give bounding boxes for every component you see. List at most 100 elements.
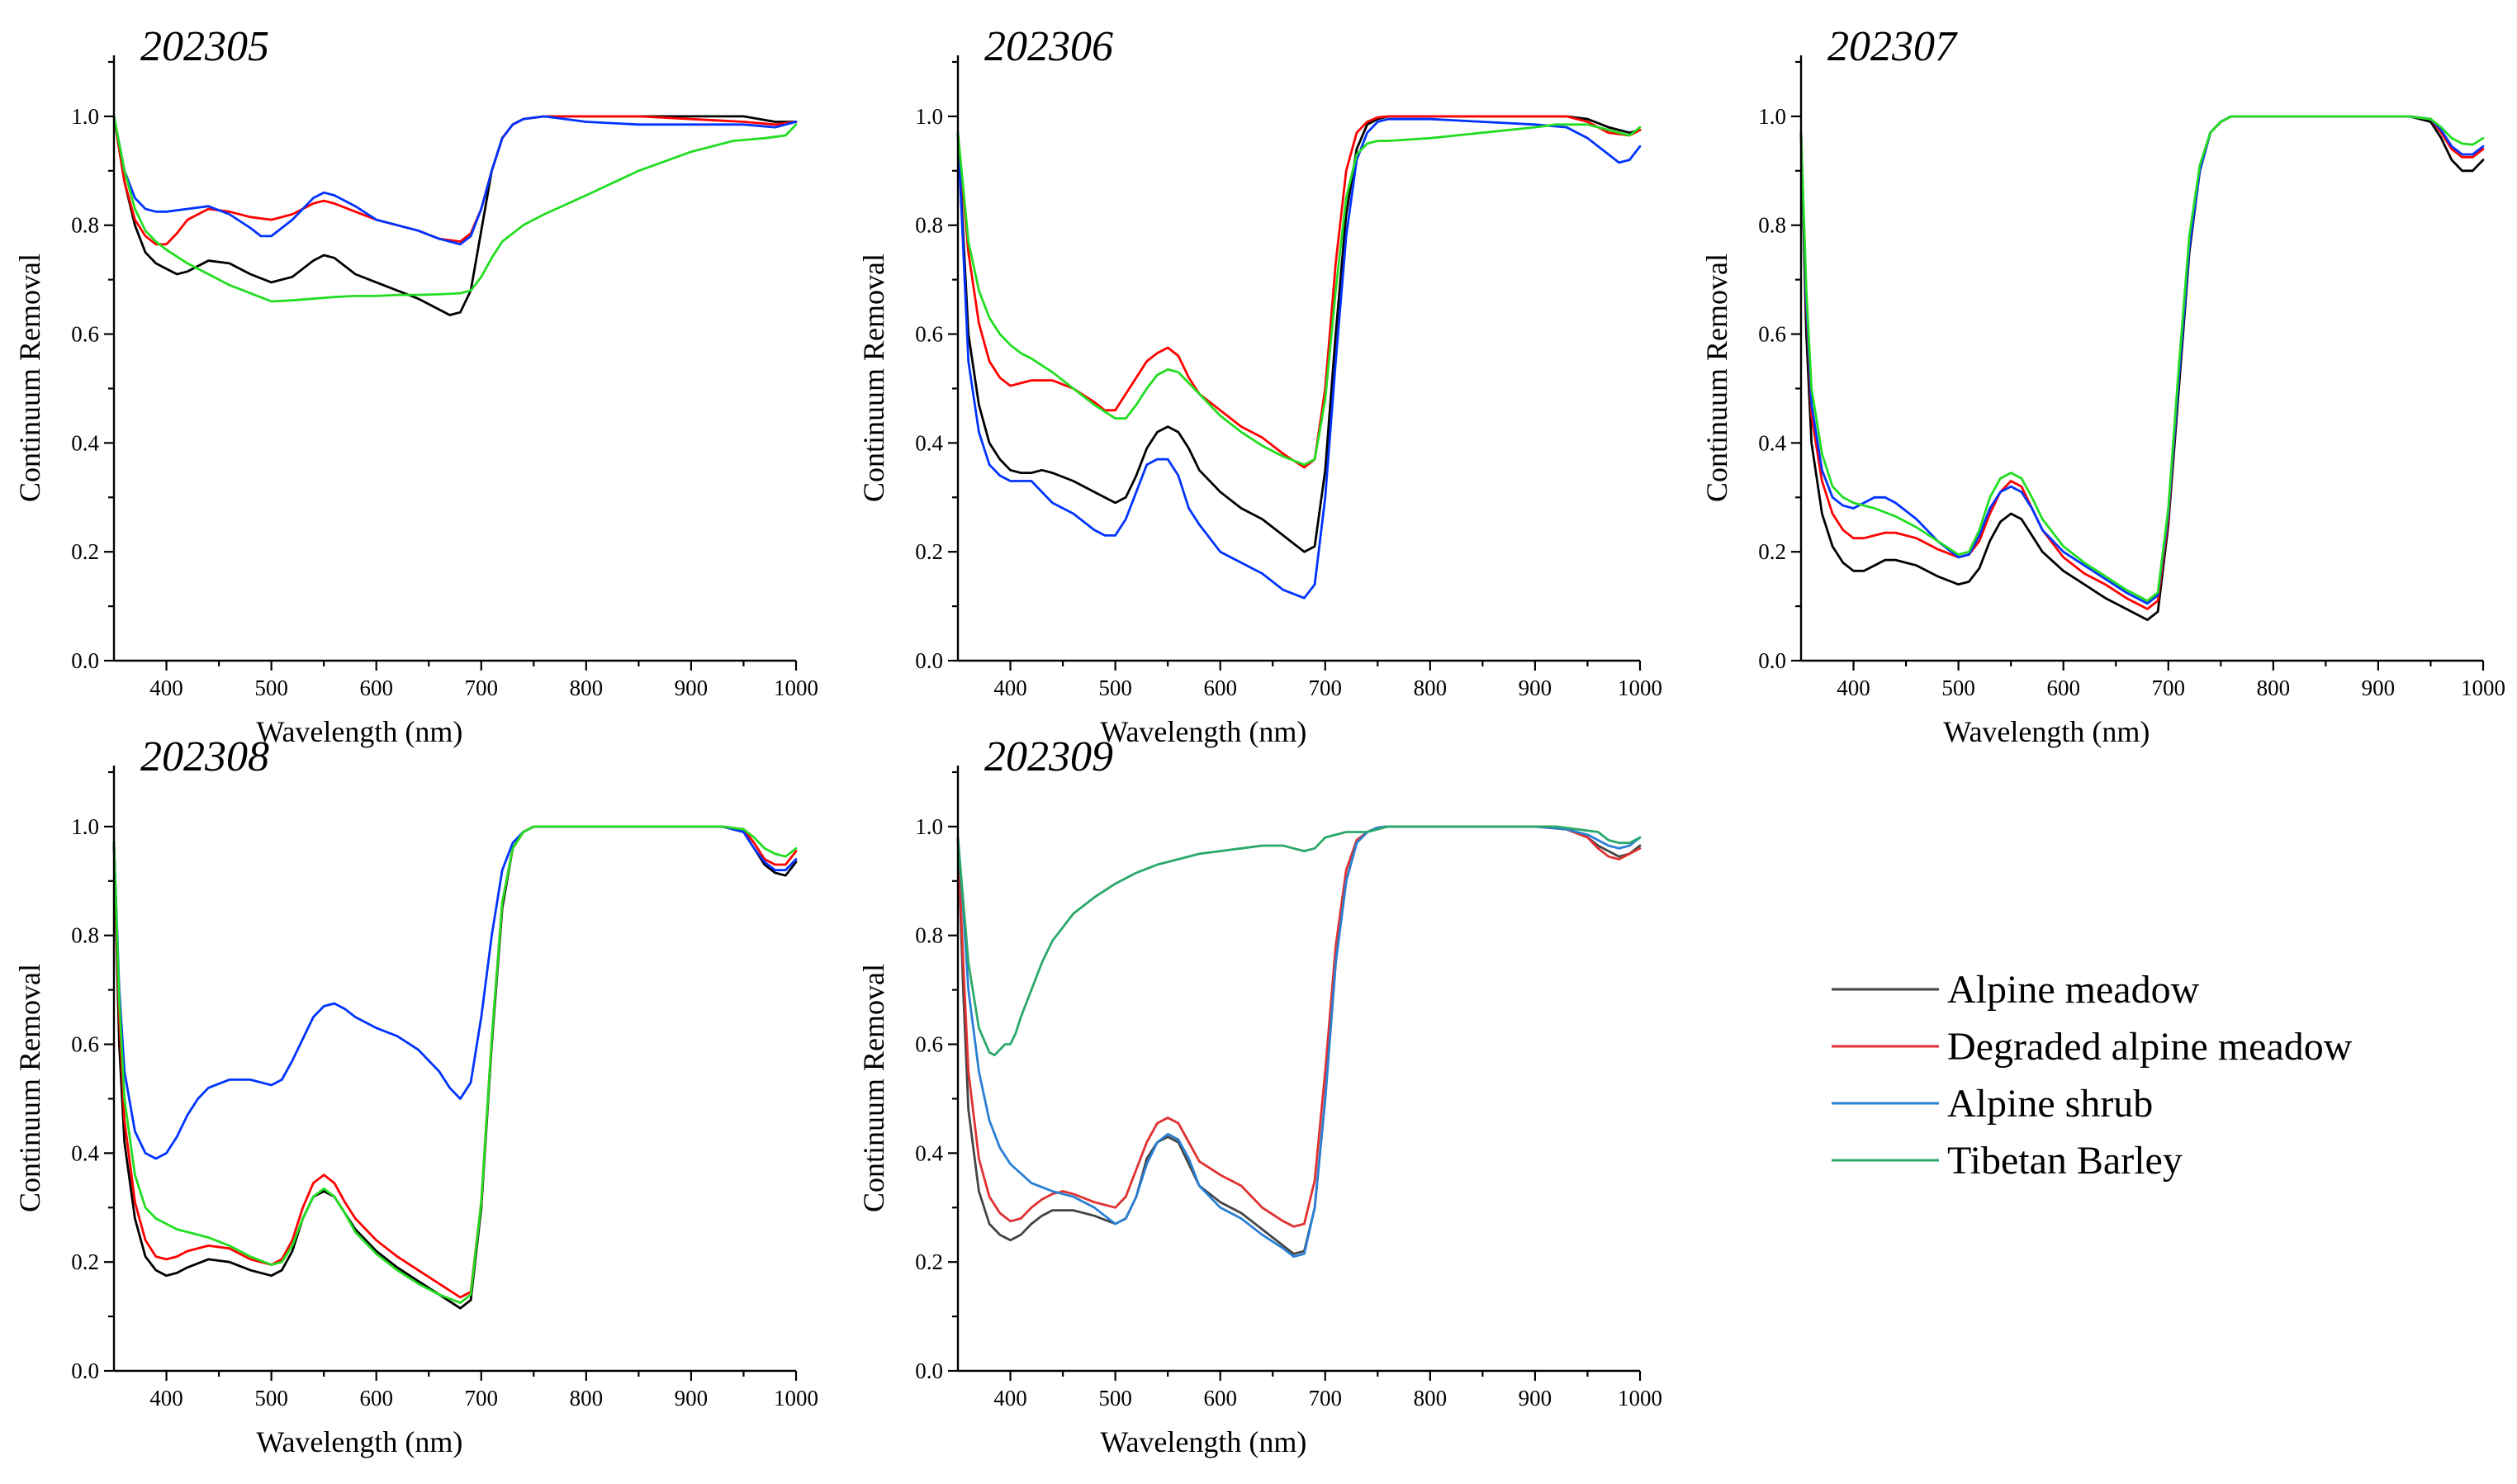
series-line-tibetan-barley (1799, 115, 2485, 602)
x-tick-label: 1000 (2461, 676, 2505, 700)
x-tick-label: 500 (1098, 676, 1132, 700)
legend-item: Alpine meadow (1832, 968, 2200, 1012)
y-tick-label: 0.2 (71, 1249, 99, 1274)
x-axis-title: Wavelength (nm) (256, 1425, 462, 1458)
x-tick-label: 900 (2362, 676, 2396, 700)
x-tick-label: 700 (1309, 676, 1343, 700)
y-tick-label: 0.8 (915, 923, 943, 948)
panel-title: 202309 (984, 733, 1113, 780)
y-axis-title: Continuum Removal (1700, 254, 1733, 502)
series-line-tibetan-barley (112, 825, 798, 1304)
series-line-degraded-alpine-meadow (112, 825, 798, 1299)
x-tick-label: 1000 (1618, 676, 1662, 700)
x-tick-label: 600 (1203, 676, 1237, 700)
x-tick-label: 600 (359, 676, 393, 700)
x-tick-label: 800 (570, 676, 604, 700)
x-tick-label: 400 (149, 1386, 183, 1411)
x-axis-title: Wavelength (nm) (1100, 715, 1306, 748)
chart-panel-202308: 400 500 600 700 800 900 1000 0.0 0.2 0.4 0.6 0.8 1.0… (13, 733, 818, 1458)
y-tick-label: 0.0 (915, 648, 943, 673)
x-tick-label: 500 (1098, 1386, 1132, 1411)
chart-panels: 400 500 600 700 800 900 1000 0.0 0.2 0.4 0.6 0.8 1.0… (13, 23, 2505, 1458)
x-tick-label: 800 (1414, 676, 1448, 700)
x-tick-label: 1000 (1618, 1386, 1662, 1411)
panel-title: 202308 (140, 733, 269, 780)
chart-panel-202309: 400 500 600 700 800 900 1000 0.0 0.2 0.4 0.6 0.8 1.0… (857, 733, 1662, 1458)
y-tick-label: 0.8 (71, 213, 99, 238)
series-line-tibetan-barley (112, 115, 798, 303)
legend-label: Alpine meadow (1947, 968, 2200, 1012)
x-tick-label: 800 (2257, 676, 2291, 700)
legend-label: Tibetan Barley (1947, 1139, 2183, 1183)
y-tick-label: 0.4 (915, 1140, 943, 1165)
x-tick-label: 900 (1519, 1386, 1552, 1411)
series-line-alpine-shrub (956, 117, 1642, 600)
y-tick-label: 0.0 (915, 1358, 943, 1383)
y-tick-label: 1.0 (71, 814, 99, 839)
panel-title: 202306 (984, 23, 1113, 70)
panel-title: 202305 (140, 23, 269, 70)
series-line-alpine-meadow (956, 825, 1642, 1255)
y-tick-label: 0.6 (915, 1032, 943, 1057)
y-axis-title: Continuum Removal (13, 964, 46, 1212)
x-axis-title: Wavelength (nm) (1943, 715, 2150, 748)
x-tick-label: 1000 (774, 676, 818, 700)
y-tick-label: 0.4 (1758, 430, 1786, 455)
series-line-degraded-alpine-meadow (112, 115, 798, 246)
x-tick-label: 400 (1837, 676, 1870, 700)
x-tick-label: 400 (993, 676, 1027, 700)
chart-panel-202306: 400 500 600 700 800 900 1000 0.0 0.2 0.4 0.6 0.8 1.0… (857, 23, 1662, 748)
y-axis-title: Continuum Removal (857, 254, 890, 502)
series-line-tibetan-barley (956, 825, 1642, 1057)
x-tick-label: 600 (2046, 676, 2080, 700)
y-tick-label: 1.0 (71, 104, 99, 129)
series-line-alpine-shrub (1799, 115, 2485, 605)
y-tick-label: 0.2 (71, 539, 99, 564)
series-line-alpine-shrub (112, 825, 798, 1160)
series-line-degraded-alpine-meadow (1799, 115, 2485, 610)
y-tick-label: 0.2 (1758, 539, 1786, 564)
y-tick-label: 0.8 (71, 923, 99, 948)
x-tick-label: 600 (1203, 1386, 1237, 1411)
x-tick-label: 800 (570, 1386, 604, 1411)
y-tick-label: 0.2 (915, 539, 943, 564)
series-line-alpine-meadow (1799, 115, 2485, 621)
panel-title: 202307 (1827, 23, 1958, 70)
y-tick-label: 0.6 (1758, 322, 1786, 347)
y-tick-label: 0.8 (915, 213, 943, 238)
y-tick-label: 0.4 (71, 430, 99, 455)
x-tick-label: 400 (149, 676, 183, 700)
y-tick-label: 1.0 (915, 104, 943, 129)
y-tick-label: 1.0 (1758, 104, 1786, 129)
legend-label: Degraded alpine meadow (1947, 1025, 2353, 1069)
x-tick-label: 900 (1519, 676, 1552, 700)
x-tick-label: 900 (675, 676, 709, 700)
x-tick-label: 600 (359, 1386, 393, 1411)
x-tick-label: 700 (465, 676, 499, 700)
y-tick-label: 0.0 (71, 648, 99, 673)
y-tick-label: 0.6 (71, 322, 99, 347)
chart-panel-202305: 400 500 600 700 800 900 1000 0.0 0.2 0.4 0.6 0.8 1.0… (13, 23, 818, 748)
x-tick-label: 700 (2152, 676, 2186, 700)
y-tick-label: 0.0 (1758, 648, 1786, 673)
series-line-degraded-alpine-meadow (956, 825, 1642, 1228)
legend-item: Tibetan Barley (1832, 1139, 2183, 1183)
x-axis-title: Wavelength (nm) (256, 715, 462, 748)
x-tick-label: 500 (1941, 676, 1975, 700)
x-tick-label: 700 (465, 1386, 499, 1411)
x-tick-label: 1000 (774, 1386, 818, 1411)
legend: Alpine meadow Degraded alpine meadow Alpin… (1832, 968, 2353, 1183)
y-tick-label: 0.4 (71, 1140, 99, 1165)
x-tick-label: 800 (1414, 1386, 1448, 1411)
legend-label: Alpine shrub (1947, 1082, 2153, 1126)
series-line-degraded-alpine-meadow (956, 115, 1642, 469)
x-tick-label: 400 (993, 1386, 1027, 1411)
chart-panel-202307: 400 500 600 700 800 900 1000 0.0 0.2 0.4 0.6 0.8 1.0… (1700, 23, 2505, 748)
series-line-alpine-meadow (112, 825, 798, 1310)
series-line-alpine-shrub (112, 115, 798, 246)
x-axis-title: Wavelength (nm) (1100, 1425, 1306, 1458)
y-tick-label: 1.0 (915, 814, 943, 839)
x-tick-label: 700 (1309, 1386, 1343, 1411)
y-tick-label: 0.6 (915, 322, 943, 347)
